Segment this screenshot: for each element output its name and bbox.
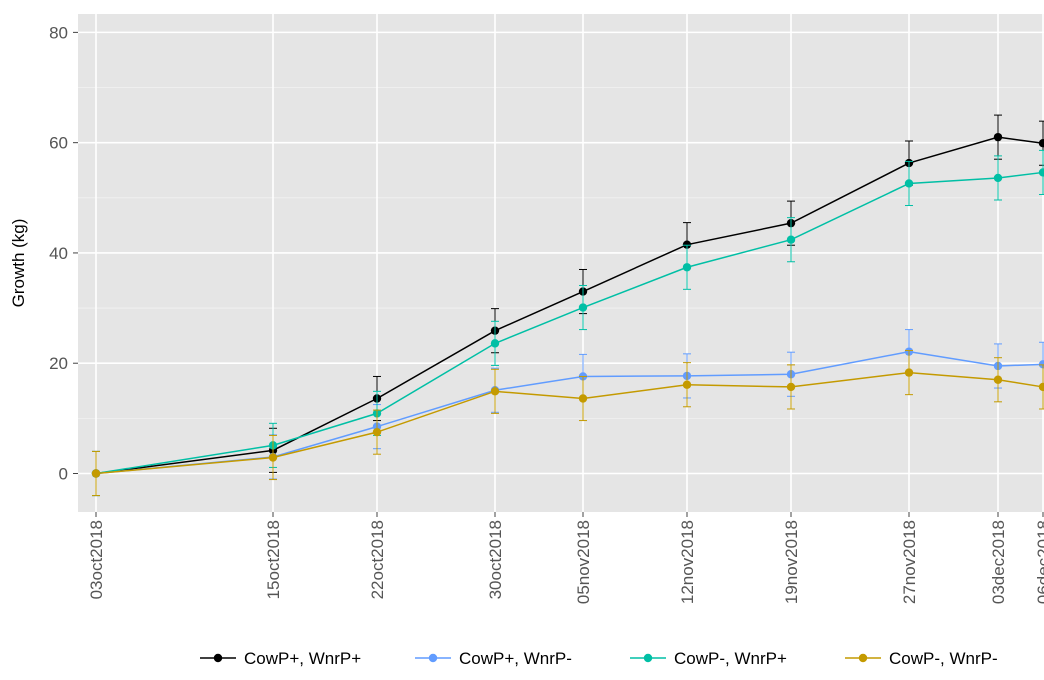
x-tick-label: 03oct2018 [87, 520, 106, 599]
series-group [91, 350, 1044, 497]
data-point [786, 235, 796, 244]
y-tick-label: 80 [49, 23, 68, 42]
legend-item: CowP+, WnrP- [415, 649, 572, 668]
data-point [268, 453, 278, 462]
y-axis: 0 20 40 60 80 [49, 23, 78, 484]
legend-key-point [643, 653, 653, 663]
data-point [993, 375, 1003, 384]
data-point [993, 132, 1003, 142]
x-tick-label: 06dec2018 [1034, 520, 1044, 604]
data-point [490, 387, 500, 396]
legend-item: CowP-, WnrP- [845, 649, 998, 668]
series-line [95, 171, 1044, 475]
data-point [682, 263, 692, 272]
data-point [1038, 139, 1044, 148]
x-tick-label: 19nov2018 [782, 520, 801, 604]
series-line [95, 350, 1044, 475]
series-line [95, 371, 1044, 475]
legend-key-point [428, 653, 438, 663]
data-point [904, 368, 914, 377]
data-point [490, 339, 500, 348]
data-point [372, 427, 382, 437]
legend-label: CowP-, WnrP+ [674, 649, 787, 668]
data-point [904, 179, 914, 188]
x-tick-label: 27nov2018 [900, 520, 919, 604]
y-tick-label: 40 [49, 244, 68, 263]
legend-key-point [213, 653, 223, 663]
data-point [1038, 382, 1044, 392]
data-point [682, 240, 692, 249]
x-tick-label: 03dec2018 [989, 520, 1008, 604]
data-point [91, 469, 101, 478]
x-tick-label: 30oct2018 [486, 520, 505, 599]
y-tick-label: 20 [49, 354, 68, 373]
y-tick-label: 0 [59, 465, 68, 484]
legend-item: CowP+, WnrP+ [200, 649, 361, 668]
y-axis-title: Growth (kg) [9, 219, 28, 308]
x-tick-label: 22oct2018 [368, 520, 387, 599]
data-point [682, 380, 692, 389]
legend: CowP+, WnrP+ CowP+, WnrP- CowP-, WnrP+ CowP… [200, 649, 998, 668]
series-layer [91, 114, 1044, 497]
legend-item: CowP-, WnrP+ [630, 649, 787, 668]
x-axis: 03oct2018 15oct2018 22oct2018 30oct2018 05no… [87, 512, 1044, 604]
data-point [1038, 168, 1044, 177]
legend-label: CowP+, WnrP- [459, 649, 572, 668]
x-tick-label: 05nov2018 [574, 520, 593, 604]
gridlines [78, 14, 1044, 512]
y-tick-label: 60 [49, 134, 68, 153]
data-point [578, 303, 588, 312]
x-tick-label: 15oct2018 [264, 520, 283, 599]
legend-label: CowP-, WnrP- [889, 649, 998, 668]
legend-label: CowP+, WnrP+ [244, 649, 361, 668]
data-point [578, 394, 588, 403]
data-point [993, 173, 1003, 183]
plot-panel [78, 14, 1044, 512]
series-line [95, 136, 1044, 475]
legend-key-point [858, 653, 868, 663]
x-tick-label: 12nov2018 [678, 520, 697, 604]
data-point [786, 382, 796, 392]
